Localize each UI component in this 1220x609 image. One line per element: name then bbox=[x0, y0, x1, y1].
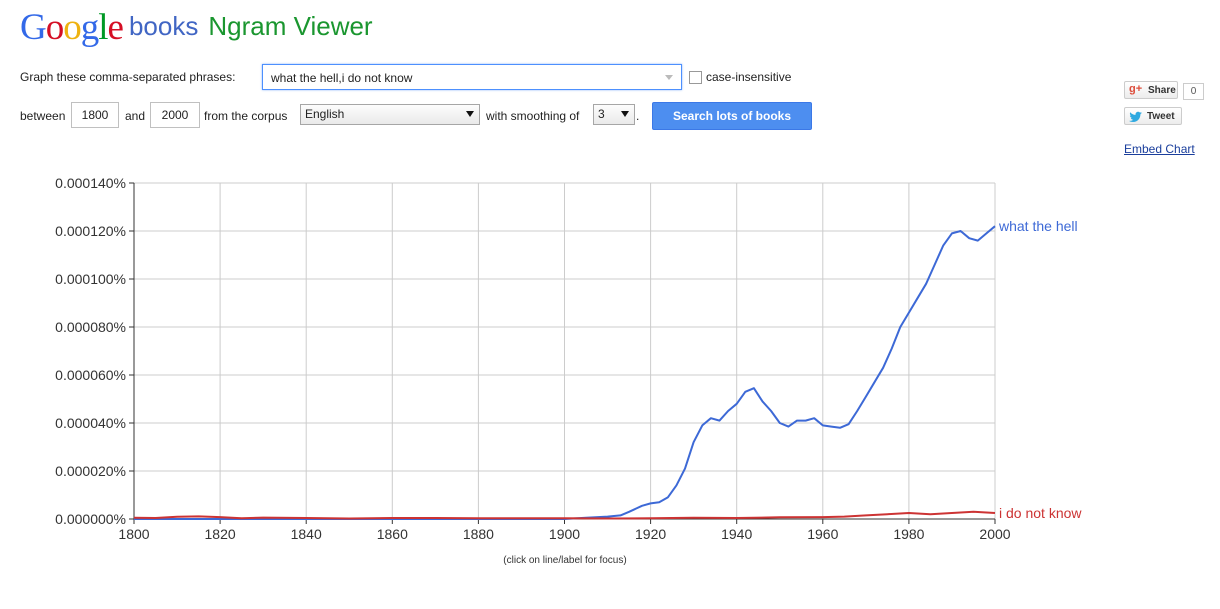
phrases-dropdown-arrow-icon[interactable] bbox=[665, 75, 673, 80]
end-year-input[interactable]: 2000 bbox=[150, 102, 200, 128]
period-label: . bbox=[636, 109, 640, 123]
tweet-label: Tweet bbox=[1147, 111, 1175, 122]
series-line[interactable] bbox=[133, 510, 996, 520]
corpus-select-value: English bbox=[305, 107, 345, 121]
series-label[interactable]: i do not know bbox=[999, 505, 1082, 521]
google-logo: Google bbox=[20, 7, 124, 48]
google-logo-letter: o bbox=[45, 7, 64, 48]
y-tick-label: 0.000060% bbox=[55, 367, 126, 383]
google-logo-letter: o bbox=[63, 7, 81, 48]
smoothing-select-value: 3 bbox=[598, 107, 605, 121]
series-label[interactable]: what the hell bbox=[998, 218, 1078, 234]
embed-chart-link[interactable]: Embed Chart bbox=[1124, 142, 1195, 156]
share-label: Share bbox=[1148, 85, 1176, 96]
x-tick-label: 1880 bbox=[463, 526, 494, 542]
x-tick-label: 1900 bbox=[549, 526, 580, 542]
x-tick-label: 2000 bbox=[979, 526, 1010, 542]
books-logo-text: books bbox=[128, 11, 199, 41]
corpus-select[interactable]: English bbox=[300, 104, 480, 125]
x-tick-label: 1940 bbox=[721, 526, 752, 542]
corpus-dropdown-arrow-icon bbox=[466, 111, 474, 117]
twitter-bird-icon bbox=[1129, 111, 1142, 122]
start-year-input[interactable]: 1800 bbox=[71, 102, 119, 128]
y-tick-label: 0.000120% bbox=[55, 223, 126, 239]
y-tick-label: 0.000140% bbox=[55, 175, 126, 191]
smoothing-label: with smoothing of bbox=[486, 109, 580, 123]
chart-svg: 1800 1820 1840 1860 1880 1900 1920 1940 1960 1980… bbox=[55, 175, 1082, 542]
y-tick-label: 0.000100% bbox=[55, 271, 126, 287]
y-tick-label: 0.000080% bbox=[55, 319, 126, 335]
case-insensitive-label[interactable]: case-insensitive bbox=[706, 70, 792, 84]
corpus-label: from the corpus bbox=[204, 109, 288, 123]
google-logo-letter: g bbox=[80, 7, 99, 48]
google-logo-letter: G bbox=[20, 7, 47, 48]
and-label: and bbox=[125, 109, 146, 123]
phrases-label: Graph these comma-separated phrases: bbox=[20, 70, 236, 84]
ngram-logo[interactable]: Google books Ngram Viewer bbox=[20, 6, 373, 50]
ngram-chart: 1800 1820 1840 1860 1880 1900 1920 1940 1960 1980… bbox=[0, 170, 1220, 590]
google-logo-letter: l bbox=[98, 7, 108, 48]
y-tick-label: 0.000020% bbox=[55, 463, 126, 479]
x-tick-label: 1920 bbox=[635, 526, 666, 542]
x-tick-label: 1840 bbox=[291, 526, 322, 542]
google-plus-icon: g+ bbox=[1129, 83, 1143, 95]
x-tick-label: 1820 bbox=[205, 526, 236, 542]
google-plus-share-button[interactable]: g+ Share bbox=[1124, 81, 1178, 99]
y-tick-label: 0.000040% bbox=[55, 415, 126, 431]
search-button[interactable]: Search lots of books bbox=[652, 102, 812, 130]
x-tick-label: 1800 bbox=[118, 526, 149, 542]
x-tick-label: 1980 bbox=[893, 526, 924, 542]
y-tick-label: 0.000000% bbox=[55, 511, 126, 527]
ngram-viewer-title: Ngram Viewer bbox=[208, 11, 373, 41]
tweet-button[interactable]: Tweet bbox=[1124, 107, 1182, 125]
phrases-input-value: what the hell,i do not know bbox=[271, 71, 413, 85]
share-count: 0 bbox=[1183, 83, 1204, 100]
smoothing-select[interactable]: 3 bbox=[593, 104, 635, 125]
phrases-input[interactable]: what the hell,i do not know bbox=[262, 64, 682, 90]
google-logo-letter: e bbox=[107, 7, 124, 48]
x-tick-label: 1960 bbox=[807, 526, 838, 542]
x-tick-label: 1860 bbox=[377, 526, 408, 542]
case-insensitive-checkbox[interactable] bbox=[689, 71, 702, 84]
chart-caption: (click on line/label for focus) bbox=[503, 555, 627, 566]
between-label: between bbox=[20, 109, 66, 123]
smoothing-dropdown-arrow-icon bbox=[621, 111, 629, 117]
series-line[interactable] bbox=[134, 225, 996, 520]
